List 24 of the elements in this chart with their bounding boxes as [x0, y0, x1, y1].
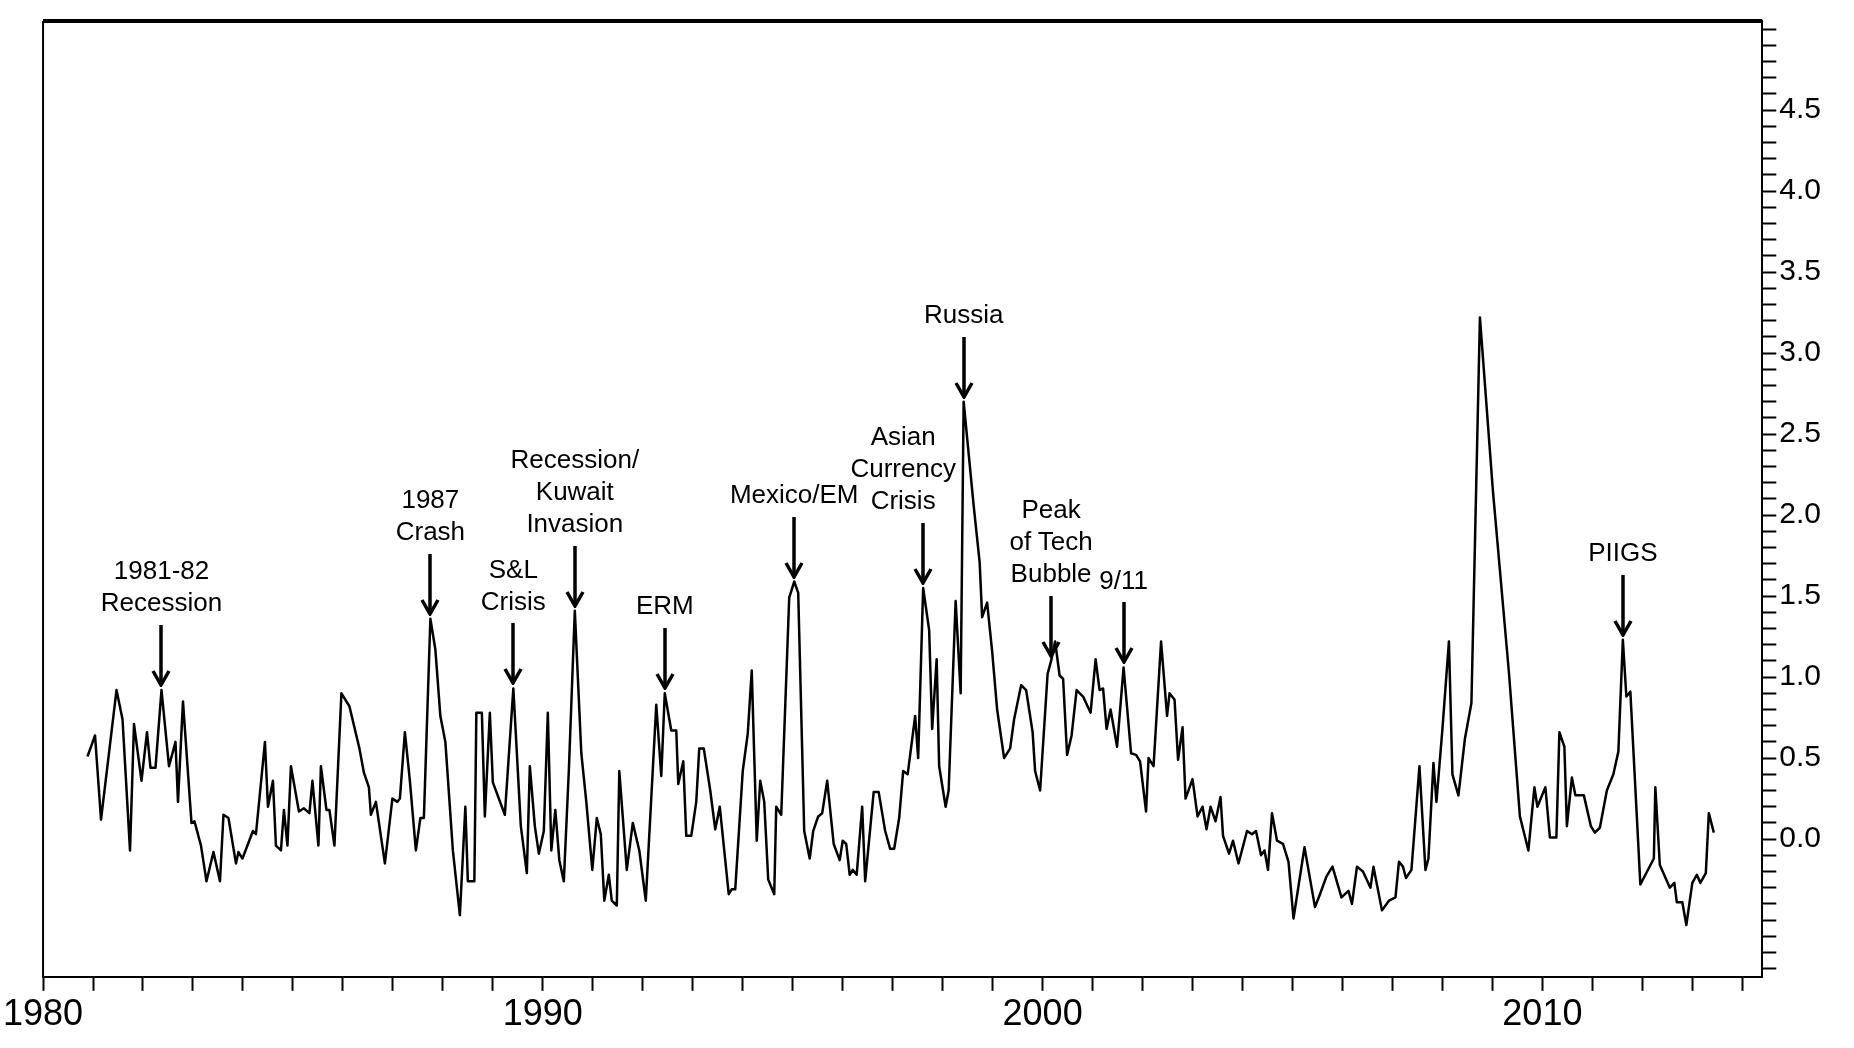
y-tick-label: 0.0 — [1779, 820, 1822, 854]
y-tick-label: 4.0 — [1779, 172, 1822, 206]
y-tick-label: 3.5 — [1779, 253, 1822, 287]
annotation: Mexico/EM — [729, 478, 859, 509]
annotation: 9/11 — [1099, 564, 1148, 595]
annotation: S&L Crisis — [480, 553, 546, 616]
annotation: Recession/ Kuwait Invasion — [510, 443, 640, 538]
y-tick-label: 1.0 — [1779, 658, 1822, 692]
x-tick-label: 1990 — [502, 992, 583, 1034]
annotation: ERM — [635, 590, 694, 621]
y-tick-label: 1.5 — [1779, 577, 1822, 611]
y-tick-label: 3.0 — [1779, 334, 1822, 368]
annotation: PIIGS — [1588, 537, 1658, 568]
annotation: 1987 Crash — [395, 483, 466, 546]
y-tick-label: 2.5 — [1779, 415, 1822, 449]
y-tick-label: 4.5 — [1779, 91, 1822, 125]
y-tick-label: 0.5 — [1779, 739, 1822, 773]
y-tick-label: 2.0 — [1779, 496, 1822, 530]
x-tick-label: 2010 — [1502, 992, 1583, 1034]
annotation: 1981-82 Recession — [100, 555, 223, 618]
x-tick-label: 1980 — [3, 992, 84, 1034]
x-tick-label: 2000 — [1002, 992, 1083, 1034]
annotation: Peak of Tech Bubble — [1009, 494, 1093, 589]
annotation: Russia — [923, 298, 1004, 329]
